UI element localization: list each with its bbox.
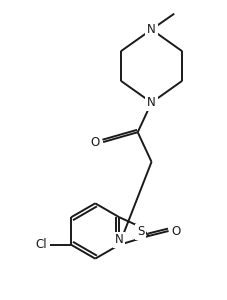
Text: S: S	[137, 226, 144, 238]
Text: O: O	[90, 136, 99, 148]
Text: Cl: Cl	[36, 238, 47, 251]
Text: O: O	[171, 224, 180, 238]
Text: N: N	[146, 96, 155, 109]
Text: N: N	[146, 23, 155, 36]
Text: N: N	[114, 233, 123, 246]
